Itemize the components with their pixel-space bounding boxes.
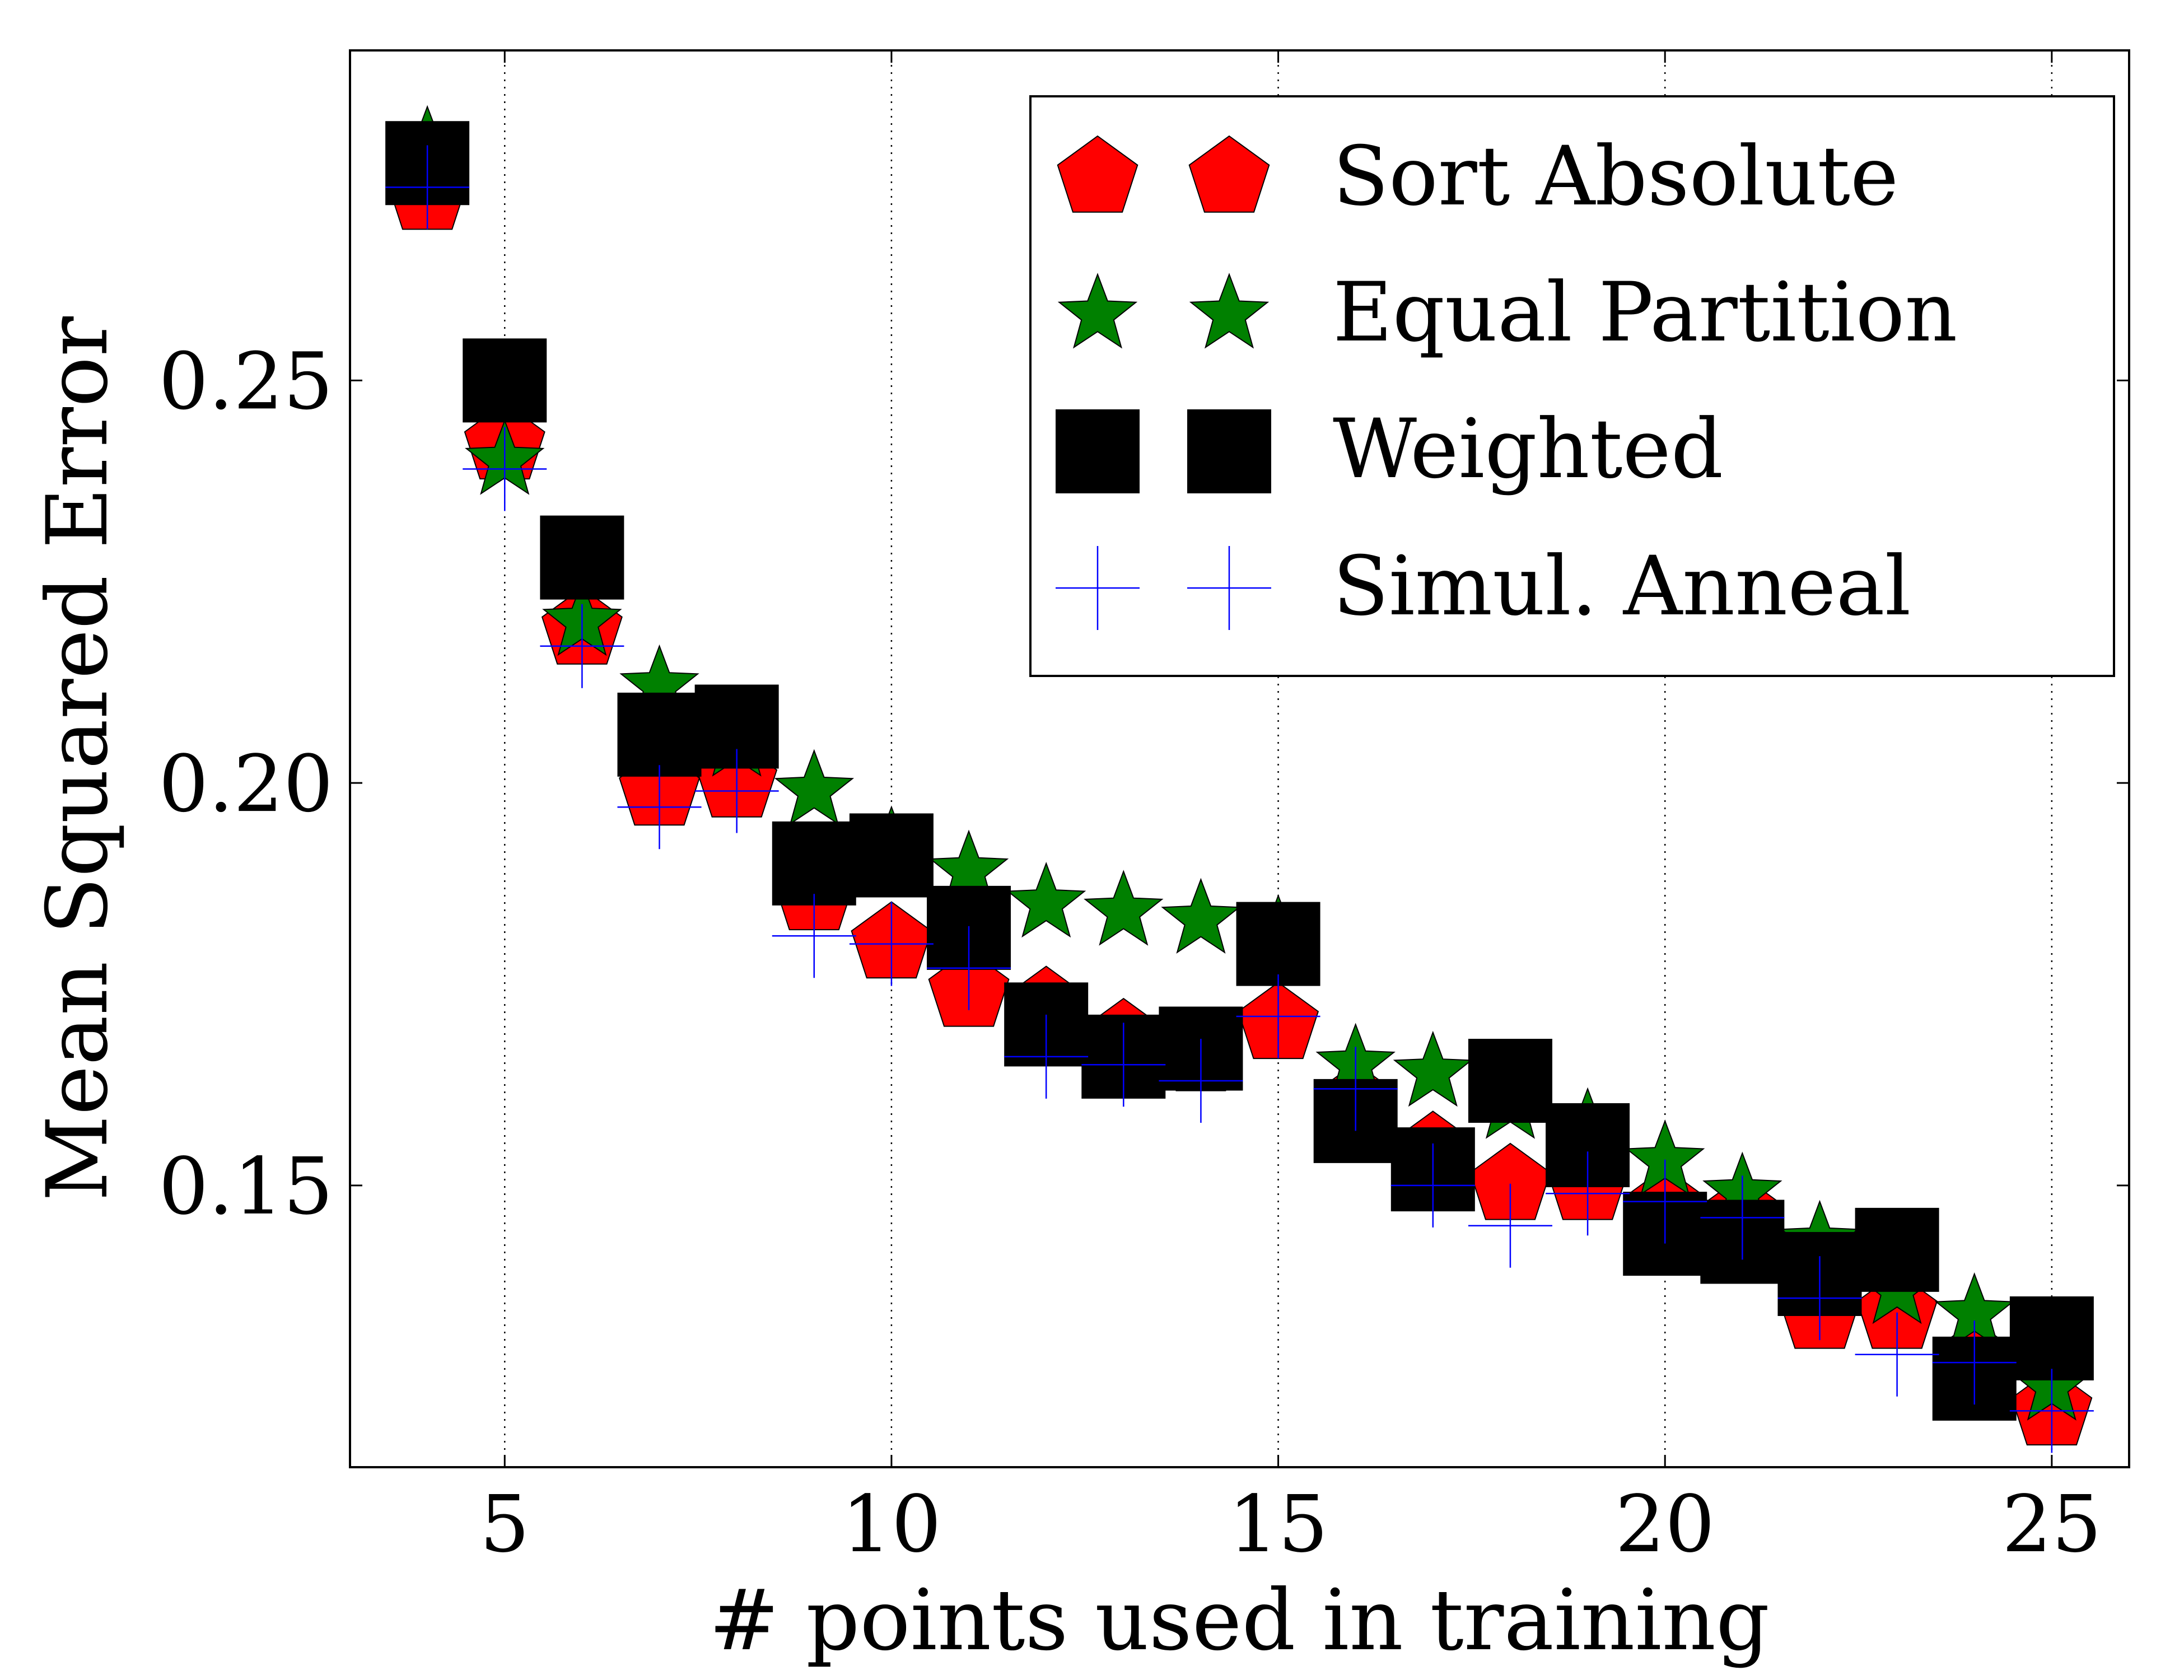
x-tick-label: 10 [842, 1479, 941, 1570]
legend-marker-sort-absolute [1057, 135, 1138, 213]
equal-partition-point [1084, 870, 1164, 946]
simul-anneal-point [849, 902, 934, 986]
legend-marker-weighted [1056, 409, 1140, 493]
legend-label-simul-anneal: Simul. Anneal [1333, 539, 1911, 634]
equal-partition-point [1393, 1030, 1473, 1107]
x-axis-label: # points used in training [709, 1572, 1770, 1669]
simul-anneal-point [1700, 1175, 1785, 1260]
weighted-point [1236, 902, 1320, 986]
weighted-point [772, 821, 856, 906]
plot-area-frame [349, 49, 2130, 1468]
weighted-point [849, 813, 934, 898]
weighted-point [1855, 1207, 1939, 1292]
simul-anneal-point [1623, 1159, 1707, 1244]
legend-marker-simul-anneal [1056, 546, 1140, 630]
simul-anneal-point [1932, 1320, 2017, 1405]
simul-anneal-point [1004, 1014, 1089, 1099]
equal-partition-point [1006, 861, 1086, 938]
equal-partition-point [774, 749, 855, 825]
x-tick-label: 25 [2002, 1479, 2102, 1570]
simul-anneal-point [1081, 1023, 1166, 1107]
weighted-point [617, 692, 702, 777]
y-tick-label: 0.25 [158, 336, 333, 427]
x-tick-label: 5 [480, 1479, 530, 1570]
series-simul-anneal [385, 145, 2094, 1453]
simul-anneal-point [540, 604, 624, 688]
legend-label-equal-partition: Equal Partition [1333, 265, 1957, 360]
weighted-point [1468, 1039, 1552, 1123]
simul-anneal-point [1313, 1047, 1398, 1131]
weighted-point [540, 515, 624, 600]
simul-anneal-point [1546, 1151, 1630, 1236]
legend-marker-sort-absolute [1188, 135, 1270, 213]
simul-anneal-point [2009, 1369, 2094, 1453]
simul-anneal-point [463, 427, 547, 511]
simul-anneal-point [1236, 974, 1320, 1058]
y-tick-label: 0.20 [158, 739, 333, 830]
legend-marker-equal-partition [1189, 273, 1270, 349]
legend: Sort Absolute Equal Partition Weighted S… [1029, 95, 2115, 677]
legend-marker-simul-anneal [1187, 546, 1271, 630]
simul-anneal-point [772, 894, 856, 978]
simul-anneal-point [694, 749, 779, 833]
y-tick-label: 0.15 [158, 1141, 333, 1233]
axis-ticks: 5 10 15 20 25 0.15 0.20 0.25 [158, 50, 2129, 1570]
x-tick-label: 20 [1615, 1479, 1715, 1570]
y-axis-label: Mean Squared Error [29, 316, 127, 1201]
legend-label-sort-absolute: Sort Absolute [1333, 129, 1898, 224]
simul-anneal-point [927, 926, 1011, 1010]
simul-anneal-point [385, 145, 470, 230]
weighted-point [463, 338, 547, 423]
equal-partition-point [1161, 878, 1241, 954]
legend-label-weighted: Weighted [1333, 402, 1723, 497]
data-marks [385, 105, 2094, 1453]
legend-markers [1056, 135, 1271, 630]
simul-anneal-point [1159, 1039, 1243, 1123]
simul-anneal-point [1468, 1183, 1552, 1268]
legend-marker-equal-partition [1057, 273, 1138, 349]
simul-anneal-point [1390, 1143, 1475, 1228]
simul-anneal-point [617, 765, 702, 850]
x-tick-label: 15 [1228, 1479, 1328, 1570]
simul-anneal-point [1777, 1256, 1862, 1341]
simul-anneal-point [1855, 1312, 1939, 1397]
legend-marker-weighted [1187, 409, 1271, 493]
weighted-point [2009, 1296, 2094, 1380]
